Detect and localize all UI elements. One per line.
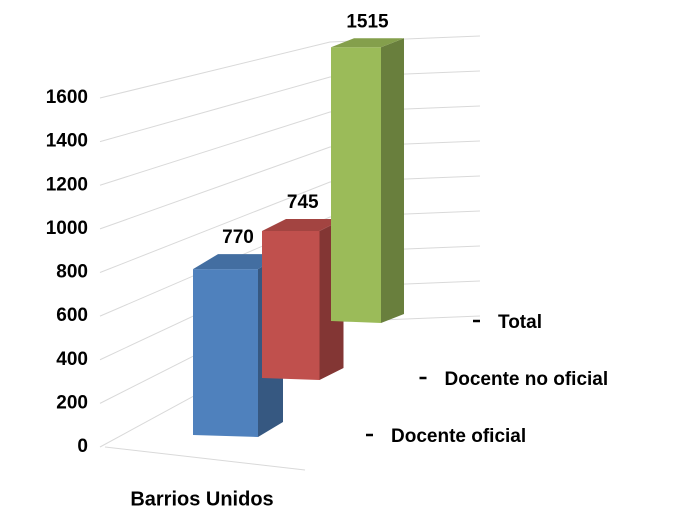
- legend-label: Docente oficial: [391, 426, 526, 447]
- grid-line: [99, 70, 481, 143]
- y-tick-label: 1600: [46, 87, 88, 108]
- value-label: 770: [222, 227, 254, 248]
- y-tick-label: 0: [77, 436, 88, 457]
- bar-front: [331, 47, 381, 324]
- y-tick-label: 400: [56, 349, 88, 370]
- grid-line: [99, 140, 481, 230]
- value-label: 1515: [346, 11, 389, 32]
- bar-top: [193, 254, 283, 270]
- bar-front: [262, 231, 320, 380]
- x-tick-label: Barrios Unidos: [130, 488, 273, 510]
- y-tick-label: 1200: [46, 174, 88, 195]
- bar-side: [381, 38, 404, 324]
- legend-label: Total: [498, 312, 542, 333]
- bar-top: [262, 219, 344, 231]
- bar: [331, 38, 404, 324]
- grid-line: [99, 175, 481, 273]
- y-tick-label: 1000: [46, 218, 88, 239]
- legend-label: Docente no oficial: [445, 369, 609, 390]
- bar-top: [331, 38, 404, 48]
- y-tick-label: 1400: [46, 131, 88, 152]
- y-tick-label: 800: [56, 262, 88, 283]
- y-tick-label: 600: [56, 305, 88, 326]
- value-label: 745: [287, 192, 319, 213]
- floor-edge: [104, 446, 306, 471]
- y-tick-label: 200: [56, 392, 88, 413]
- grid-line: [99, 210, 481, 317]
- grid-line: [99, 35, 481, 99]
- grid-line: [99, 105, 481, 186]
- bar-front: [193, 269, 258, 437]
